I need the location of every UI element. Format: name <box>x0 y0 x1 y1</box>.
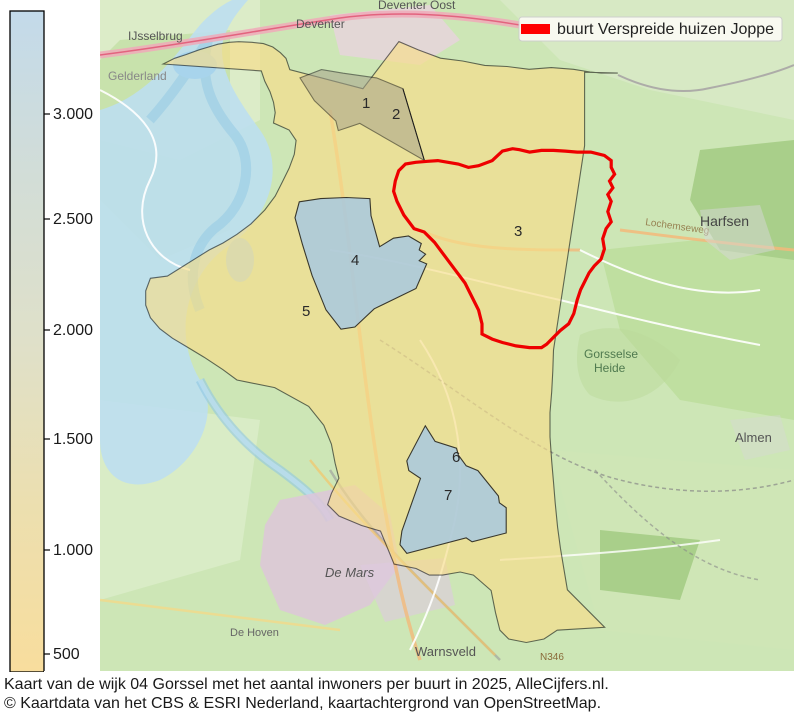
svg-text:De Mars: De Mars <box>325 565 375 580</box>
svg-text:Deventer: Deventer <box>296 17 345 31</box>
svg-text:3.000: 3.000 <box>53 106 93 123</box>
svg-text:3: 3 <box>514 223 522 240</box>
svg-text:Almen: Almen <box>735 430 772 445</box>
svg-text:1: 1 <box>362 95 370 112</box>
svg-text:Kaart van de wijk 04 Gorssel m: Kaart van de wijk 04 Gorssel met het aan… <box>4 676 609 693</box>
svg-text:De Hoven: De Hoven <box>230 627 279 639</box>
svg-text:500: 500 <box>53 646 80 663</box>
svg-text:6: 6 <box>452 449 460 466</box>
svg-text:N346: N346 <box>540 652 564 663</box>
svg-text:4: 4 <box>351 252 359 269</box>
svg-text:IJsselbrug: IJsselbrug <box>128 29 183 43</box>
svg-text:Gelderland: Gelderland <box>108 69 167 83</box>
svg-text:Gorsselse: Gorsselse <box>584 347 638 361</box>
svg-text:7: 7 <box>444 487 452 504</box>
svg-text:5: 5 <box>302 303 310 320</box>
svg-text:Heide: Heide <box>594 361 626 375</box>
svg-text:© Kaartdata van het CBS & ESRI: © Kaartdata van het CBS & ESRI Nederland… <box>4 695 601 712</box>
svg-text:Warnsveld: Warnsveld <box>415 644 476 659</box>
svg-text:2.000: 2.000 <box>53 322 93 339</box>
svg-text:2.500: 2.500 <box>53 211 93 228</box>
svg-text:2: 2 <box>392 106 400 123</box>
svg-text:1.000: 1.000 <box>53 542 93 559</box>
svg-text:1.500: 1.500 <box>53 431 93 448</box>
svg-text:Deventer Oost: Deventer Oost <box>378 0 456 12</box>
svg-text:buurt Verspreide huizen Joppe: buurt Verspreide huizen Joppe <box>557 21 774 38</box>
svg-text:Harfsen: Harfsen <box>700 213 749 229</box>
